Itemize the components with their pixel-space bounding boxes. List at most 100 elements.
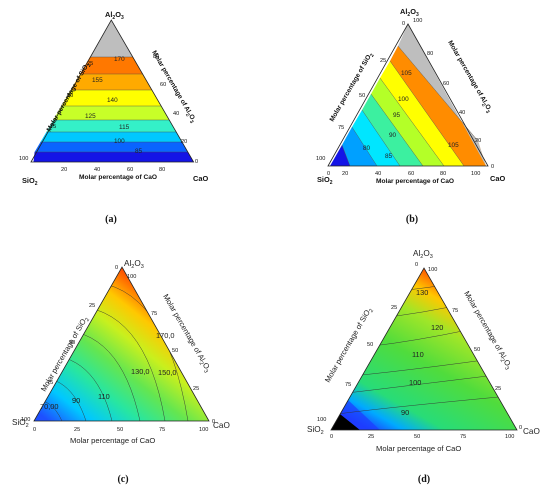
contour-label: 105 bbox=[448, 142, 459, 149]
contour-label: 150,0 bbox=[158, 368, 177, 377]
caption-c: (c) bbox=[117, 474, 128, 485]
contour-label: 120 bbox=[431, 323, 443, 332]
tick-right: 75 bbox=[151, 311, 157, 317]
contour-label: 100 bbox=[409, 378, 421, 387]
tick-right: 0 bbox=[195, 159, 198, 165]
contour-label: 95 bbox=[393, 112, 401, 119]
tick-left: 75 bbox=[50, 124, 56, 130]
panel-a: 170 155 140 125 115 100 85 Al2O3 SiO2 Ca… bbox=[19, 10, 208, 225]
tick-right: 25 bbox=[495, 386, 501, 392]
corner-right-c: CaO bbox=[213, 421, 230, 430]
band-b-3 bbox=[352, 110, 400, 166]
triangle-frame-b bbox=[327, 23, 489, 167]
tick-right: 100 bbox=[127, 274, 136, 280]
contour-label: 110 bbox=[412, 350, 424, 359]
tick-right: 25 bbox=[193, 386, 199, 392]
tick-bottom: 60 bbox=[127, 167, 133, 173]
contour-label: 90 bbox=[389, 132, 397, 139]
contour-label: 90 bbox=[401, 408, 409, 417]
tick-right: 50 bbox=[474, 347, 480, 353]
tick-bottom: 40 bbox=[94, 167, 100, 173]
band-a-9 bbox=[89, 20, 133, 57]
tick-left: 0 bbox=[402, 21, 405, 27]
contour-label: 80 bbox=[363, 145, 371, 152]
tick-bottom: 80 bbox=[159, 167, 165, 173]
tick-right: 0 bbox=[519, 425, 522, 431]
contour-label: 115 bbox=[119, 124, 130, 131]
contour-label: 140 bbox=[107, 97, 118, 104]
tick-bottom: 50 bbox=[117, 427, 123, 433]
contour-label: 85 bbox=[135, 148, 143, 155]
contour-label: 100 bbox=[398, 96, 409, 103]
tick-right: 60 bbox=[160, 82, 166, 88]
ticks-d: 0 25 50 75 100 100 75 50 25 0 0 25 50 75… bbox=[317, 262, 522, 440]
ticks-c: 0 25 50 75 100 100 75 50 25 0 0 25 50 75… bbox=[21, 265, 215, 433]
tick-left: 100 bbox=[317, 417, 326, 423]
band-b-1 bbox=[330, 145, 350, 166]
band-b-7 bbox=[390, 46, 486, 166]
tick-bottom: 0 bbox=[33, 427, 36, 433]
caption-d: (d) bbox=[418, 474, 430, 485]
tick-left: 50 bbox=[69, 340, 75, 346]
triangle-frame-a bbox=[30, 19, 195, 163]
corner-top-d: Al2O3 bbox=[413, 249, 433, 260]
tick-left: 75 bbox=[345, 382, 351, 388]
tick-bottom: 75 bbox=[159, 427, 165, 433]
contour-label: 110 bbox=[98, 392, 110, 401]
contour-label: 130 bbox=[416, 288, 428, 297]
tick-left: 100 bbox=[316, 156, 325, 162]
band-a-2 bbox=[34, 142, 188, 152]
caption-a: (a) bbox=[105, 214, 117, 225]
band-b-6 bbox=[380, 61, 464, 166]
triangle-frame-c bbox=[33, 266, 210, 422]
tick-left: 50 bbox=[367, 342, 373, 348]
tick-right: 40 bbox=[459, 110, 465, 116]
panel-c: 70,00 90 110 130,0 150,0 170,0 Al2O3 SiO… bbox=[12, 259, 230, 485]
tick-right: 80 bbox=[153, 54, 159, 60]
corner-left-a: SiO2 bbox=[22, 176, 38, 187]
tick-bottom: 25 bbox=[368, 434, 374, 440]
corner-right-d: CaO bbox=[523, 427, 540, 436]
corner-left-b: SiO2 bbox=[317, 175, 333, 186]
tick-left: 50 bbox=[359, 93, 365, 99]
contour-label: 70,00 bbox=[40, 402, 59, 411]
corner-right-b: CaO bbox=[490, 174, 505, 183]
tick-right: 40 bbox=[173, 111, 179, 117]
tick-right: 20 bbox=[475, 138, 481, 144]
tick-bottom: 0 bbox=[327, 171, 330, 177]
color-field-d bbox=[331, 268, 517, 430]
ticks-a: 25 50 75 100 80 60 40 20 0 20 40 60 80 bbox=[19, 54, 198, 173]
corner-top-b: Al2O3 bbox=[400, 7, 419, 18]
tick-left: 100 bbox=[19, 156, 28, 162]
tick-right: 60 bbox=[443, 81, 449, 87]
tick-right: 75 bbox=[452, 308, 458, 314]
tick-right: 100 bbox=[428, 267, 437, 273]
corner-right-a: CaO bbox=[193, 174, 208, 183]
tick-bottom: 20 bbox=[61, 167, 67, 173]
contour-labels-a: 170 155 140 125 115 100 85 bbox=[85, 56, 143, 155]
band-a-7 bbox=[70, 74, 152, 90]
tick-right: 0 bbox=[491, 164, 494, 170]
axis-label-bottom-d: Molar percentage of CaO bbox=[376, 444, 461, 453]
contour-label: 105 bbox=[401, 70, 412, 77]
tick-bottom: 100 bbox=[471, 171, 480, 177]
tick-right: 0 bbox=[212, 419, 215, 425]
contour-label: 170,0 bbox=[156, 331, 175, 340]
contour-labels-d: 90 100 110 120 130 bbox=[401, 288, 443, 417]
contour-label: 155 bbox=[92, 77, 103, 84]
band-b-2 bbox=[342, 127, 377, 166]
corner-left-c: SiO2 bbox=[12, 418, 29, 429]
contour-label: 170 bbox=[114, 56, 125, 63]
tick-bottom: 100 bbox=[199, 427, 208, 433]
axis-label-bottom-c: Molar percentage of CaO bbox=[70, 436, 155, 445]
axis-label-right-b: Molar percentage of Al2O3 bbox=[445, 40, 494, 115]
color-field-c bbox=[34, 267, 209, 421]
panel-b: 80 85 90 95 100 105 105 Al2O3 SiO2 CaO M… bbox=[316, 7, 505, 225]
band-a-6 bbox=[61, 90, 162, 106]
band-a-1 bbox=[33, 152, 194, 162]
contour-label: 100 bbox=[114, 138, 125, 145]
tick-left: 25 bbox=[87, 61, 93, 67]
tick-left: 25 bbox=[380, 58, 386, 64]
contour-label: 125 bbox=[85, 113, 96, 120]
